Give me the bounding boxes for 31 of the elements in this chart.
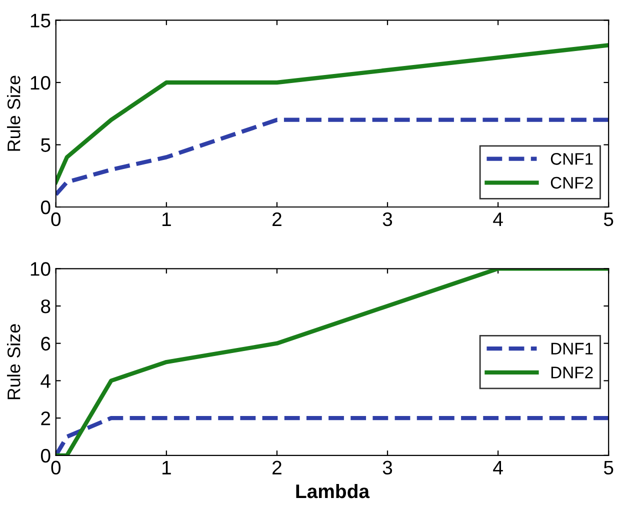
x-axis-title: Lambda [296, 484, 370, 498]
x-tick-label: 3 [382, 460, 392, 475]
y-tick-label: 0 [40, 448, 50, 463]
line-series [56, 118, 609, 197]
x-tick-label: 1 [162, 212, 171, 226]
x-tick-label: 0 [51, 212, 61, 226]
y-tick-label: 15 [30, 14, 50, 28]
y-tick-label: 0 [40, 200, 50, 214]
y-axis-title: Rule Size [7, 76, 20, 151]
y-tick-label: 2 [41, 412, 50, 426]
x-tick-label: 5 [604, 212, 614, 226]
y-tick-label: 10 [30, 76, 50, 90]
x-tick-label: 4 [493, 460, 503, 474]
legend-label: DNF2 [551, 366, 593, 378]
y-axis-title: Rule Size [7, 324, 20, 400]
x-tick-label: 2 [272, 212, 282, 226]
line-series [56, 268, 609, 456]
x-tick-label: 4 [493, 212, 503, 226]
x-tick-label: 3 [382, 212, 392, 226]
x-tick-label: 5 [604, 460, 614, 475]
y-tick-label: 4 [40, 374, 50, 388]
y-tick-label: 10 [30, 262, 50, 276]
legend-label: DNF1 [551, 342, 593, 354]
y-tick-label: 5 [40, 138, 50, 152]
legend-label: CNF2 [550, 176, 593, 189]
x-tick-label: 1 [162, 460, 171, 474]
y-tick-label: 8 [41, 299, 50, 314]
x-tick-label: 2 [272, 460, 282, 474]
legend-label: CNF1 [550, 153, 593, 165]
x-tick-label: 0 [51, 460, 61, 475]
y-tick-label: 6 [41, 336, 50, 351]
